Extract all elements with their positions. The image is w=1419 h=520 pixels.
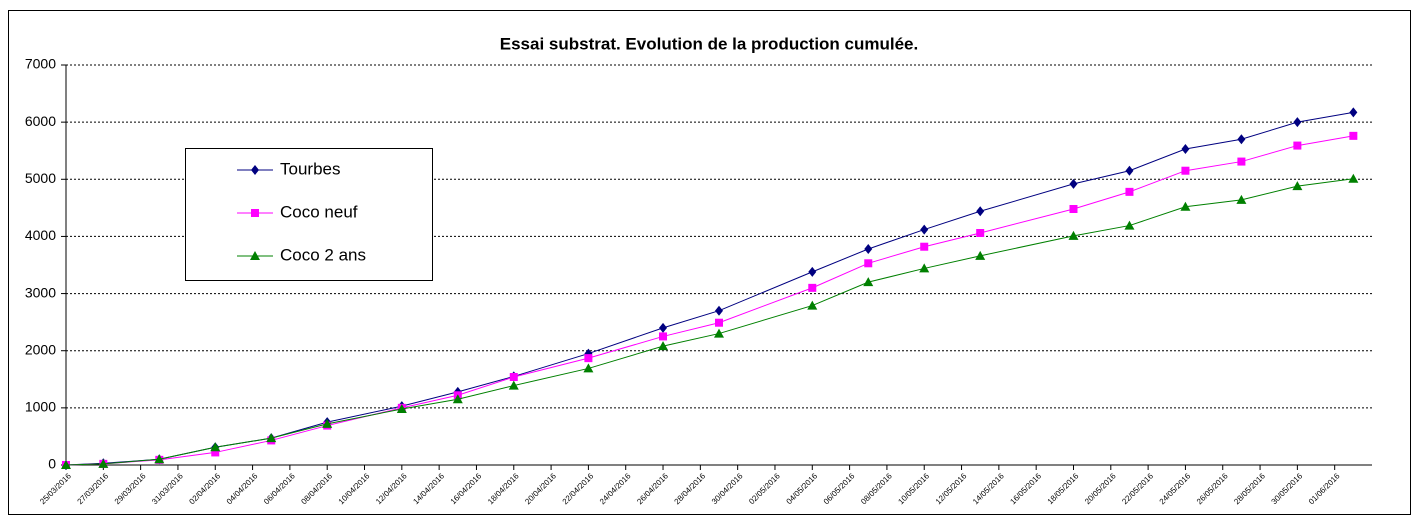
- marker: [1181, 166, 1190, 175]
- marker: [1181, 144, 1190, 154]
- marker: [266, 433, 277, 443]
- marker: [1068, 230, 1079, 240]
- marker: [396, 404, 407, 413]
- marker: [715, 305, 723, 316]
- marker: [1237, 134, 1246, 145]
- marker: [864, 259, 873, 268]
- y-tick-label: 2000: [25, 341, 56, 357]
- marker: [807, 300, 818, 310]
- legend: Tourbes Coco neuf Coco 2 ans: [185, 148, 433, 281]
- legend-marker: [251, 165, 259, 175]
- marker: [154, 454, 165, 464]
- legend-label: Tourbes: [280, 159, 340, 178]
- marker: [1069, 178, 1078, 189]
- marker: [919, 263, 930, 273]
- y-tick-label: 6000: [25, 113, 56, 129]
- legend-label: Coco neuf: [280, 202, 358, 221]
- marker: [1069, 205, 1078, 213]
- y-tick-label: 7000: [25, 56, 56, 72]
- y-tick-label: 4000: [25, 227, 56, 243]
- marker: [1348, 173, 1359, 183]
- marker: [714, 328, 724, 338]
- marker: [583, 363, 594, 373]
- y-tick-label: 3000: [25, 284, 56, 300]
- y-tick-label: 0: [48, 456, 56, 472]
- marker: [1237, 157, 1246, 166]
- marker: [322, 418, 333, 428]
- y-tick-label: 1000: [25, 399, 56, 415]
- marker: [210, 442, 221, 452]
- legend-marker: [251, 209, 259, 217]
- marker: [1125, 165, 1134, 176]
- marker: [975, 250, 986, 260]
- chart-title: Essai substrat. Evolution de la producti…: [500, 34, 918, 53]
- series-line: [65, 135, 1354, 466]
- marker: [659, 332, 668, 341]
- marker: [864, 244, 873, 254]
- marker: [1293, 117, 1302, 128]
- marker: [1124, 220, 1135, 230]
- marker: [211, 448, 220, 457]
- marker: [584, 354, 593, 363]
- marker: [976, 229, 985, 237]
- marker: [1125, 187, 1134, 196]
- marker: [61, 460, 71, 469]
- marker: [1293, 141, 1302, 150]
- marker: [920, 224, 929, 235]
- marker: [1180, 201, 1191, 211]
- marker: [659, 322, 668, 333]
- marker: [98, 458, 109, 468]
- series-line: [65, 178, 1354, 466]
- legend-box: [185, 148, 433, 281]
- marker: [1236, 194, 1247, 204]
- marker: [508, 380, 519, 390]
- y-tick-label: 5000: [25, 170, 56, 186]
- marker: [658, 341, 669, 351]
- marker: [808, 266, 817, 277]
- marker: [1292, 181, 1303, 191]
- marker: [976, 206, 985, 217]
- marker: [920, 242, 929, 251]
- marker: [452, 394, 463, 404]
- marker: [715, 318, 723, 327]
- marker: [808, 283, 817, 292]
- marker: [863, 277, 874, 287]
- marker: [1349, 131, 1358, 140]
- marker: [1349, 107, 1358, 118]
- legend-marker: [250, 251, 260, 260]
- marker: [509, 373, 518, 381]
- legend-label: Coco 2 ans: [280, 245, 366, 264]
